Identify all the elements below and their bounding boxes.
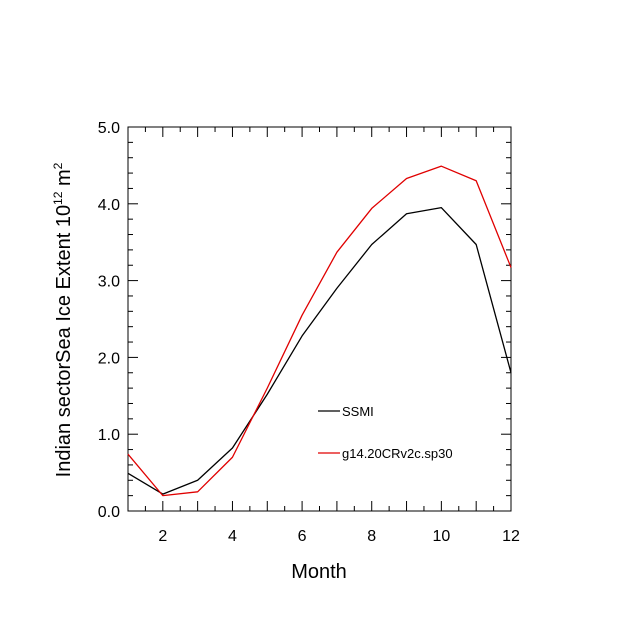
legend-label: g14.20CRv2c.sp30 — [342, 446, 453, 461]
major-ticks — [127, 126, 512, 512]
y-tick-label: 4.0 — [98, 197, 120, 214]
x-tick-label: 10 — [432, 528, 450, 545]
series-line-ssmi — [127, 206, 512, 495]
x-tick-labels: 2 4 6 8 10 12 — [158, 528, 520, 545]
series-layer — [127, 165, 512, 497]
legend: SSMI g14.20CRv2c.sp30 — [318, 404, 453, 461]
x-axis-title: Month — [291, 561, 347, 583]
x-tick-label: 2 — [158, 528, 167, 545]
y-tick-label: 3.0 — [98, 274, 120, 291]
x-tick-label: 4 — [228, 528, 237, 545]
minor-ticks — [128, 127, 511, 511]
x-tick-label: 8 — [367, 528, 376, 545]
y-axis-title: Indian sectorSea Ice Extent 1012 m2 — [51, 162, 75, 477]
series-line-g14-20crv2c-sp30 — [127, 165, 512, 497]
y-tick-label: 5.0 — [98, 120, 120, 137]
y-tick-label: 2.0 — [98, 350, 120, 367]
y-tick-label: 1.0 — [98, 427, 120, 444]
y-tick-label: 0.0 — [98, 504, 120, 521]
y-tick-labels: 0.0 1.0 2.0 3.0 4.0 5.0 — [98, 120, 120, 521]
x-tick-label: 12 — [502, 528, 520, 545]
x-tick-label: 6 — [298, 528, 307, 545]
legend-label: SSMI — [342, 404, 374, 419]
